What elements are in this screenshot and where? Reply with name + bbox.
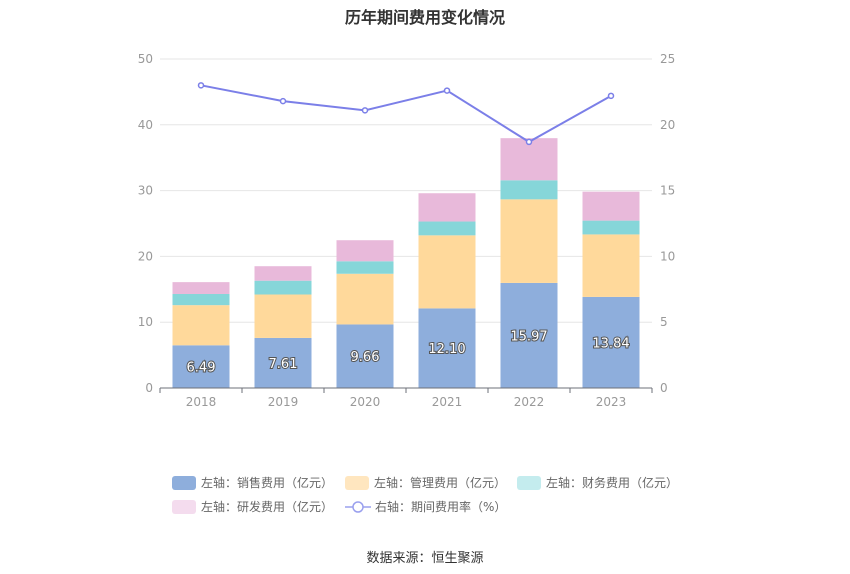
x-tick-label: 2019 [268, 395, 299, 409]
legend-label-rnd: 左轴：研发费用（亿元） [201, 500, 334, 514]
left-tick-label: 0 [145, 381, 153, 395]
x-tick-label: 2021 [432, 395, 463, 409]
grid-lines [160, 58, 652, 323]
left-tick-label: 10 [138, 315, 153, 329]
bar-segment [500, 199, 558, 283]
legend-item-rnd[interactable]: 左轴：研发费用（亿元） [172, 498, 333, 515]
legend-label-admin: 左轴：管理费用（亿元） [374, 476, 507, 490]
left-tick-label: 50 [138, 52, 153, 66]
bar-segment [418, 221, 476, 236]
bar-segment [254, 337, 312, 388]
rate-line [200, 84, 612, 144]
bar-segment [172, 282, 230, 294]
bar-segment [500, 282, 558, 388]
bar-segment [500, 138, 558, 181]
right-tick-label: 10 [660, 249, 675, 263]
x-tick-label: 2022 [514, 395, 545, 409]
bar-segment [254, 294, 312, 338]
bar-segment [336, 324, 394, 388]
legend-label-rate: 右轴：期间费用率（%） [375, 500, 507, 514]
bar-series [172, 138, 640, 388]
left-tick-label: 40 [138, 118, 153, 132]
bar-value-label: 6.49 [187, 361, 216, 376]
legend-swatch-finance [517, 475, 541, 490]
bar-value-label: 13.84 [592, 336, 629, 351]
bar-segment [254, 266, 312, 281]
bar-segment [336, 240, 394, 262]
legend-line-icon [345, 500, 371, 513]
bar-value-label: 12.10 [428, 342, 465, 357]
bar-segment [582, 296, 640, 388]
right-tick-label: 20 [660, 118, 675, 132]
bar-value-label: 9.66 [351, 350, 380, 365]
bar-segment [582, 220, 640, 235]
x-tick-label: 2020 [350, 395, 381, 409]
rate-point [607, 92, 615, 100]
right-tick-label: 15 [660, 184, 675, 198]
left-tick-label: 30 [138, 184, 153, 198]
legend-swatch-rnd [172, 499, 196, 514]
chart-plot: 0 10 20 30 40 50 0 5 10 15 20 25 2018 2019 2020 2021 202… [138, 52, 676, 409]
axes: 0 10 20 30 40 50 0 5 10 15 20 25 2018 2019 2020 2021 202… [138, 52, 676, 409]
bar-segment [172, 345, 230, 388]
rate-point [279, 97, 287, 105]
bar-segment [336, 261, 394, 274]
bar-segment [582, 234, 640, 297]
legend-item-sales[interactable]: 左轴：销售费用（亿元） [172, 474, 333, 491]
left-tick-label: 20 [138, 249, 153, 263]
rate-point [443, 87, 451, 94]
bar-segment [254, 280, 312, 295]
x-tick-label: 2023 [596, 395, 627, 409]
bar-segment [582, 191, 640, 221]
bar-segment [500, 180, 558, 200]
legend-item-finance[interactable]: 左轴：财务费用（亿元） [517, 474, 678, 491]
right-tick-label: 25 [660, 52, 675, 66]
right-tick-label: 0 [660, 381, 668, 395]
bar-segment [336, 273, 394, 325]
bar-segment [172, 293, 230, 306]
legend-swatch-admin [345, 475, 369, 490]
data-source: 数据来源：恒生聚源 [366, 551, 484, 566]
right-tick-label: 5 [660, 315, 668, 329]
chart-title: 历年期间费用变化情况 [344, 8, 505, 27]
legend-label-finance: 左轴：财务费用（亿元） [546, 476, 679, 490]
x-tick-label: 2018 [186, 395, 217, 409]
bar-segment [418, 308, 476, 388]
rate-point [197, 82, 205, 89]
bar-segment [418, 193, 476, 222]
legend-swatch-sales [172, 475, 196, 490]
data-labels: 6.49 7.61 9.66 12.10 15.97 13.84 [186, 328, 631, 376]
legend-label-sales: 左轴：销售费用（亿元） [201, 476, 334, 490]
legend-item-admin[interactable]: 左轴：管理费用（亿元） [345, 474, 506, 491]
bar-segment [418, 235, 476, 309]
bar-value-label: 15.97 [510, 329, 547, 344]
rate-point [525, 138, 533, 146]
bar-segment [172, 305, 230, 346]
legend-item-rate[interactable]: 右轴：期间费用率（%） [345, 498, 506, 515]
bar-value-label: 7.61 [269, 357, 298, 372]
rate-line-series [197, 82, 615, 146]
rate-point [361, 107, 369, 114]
